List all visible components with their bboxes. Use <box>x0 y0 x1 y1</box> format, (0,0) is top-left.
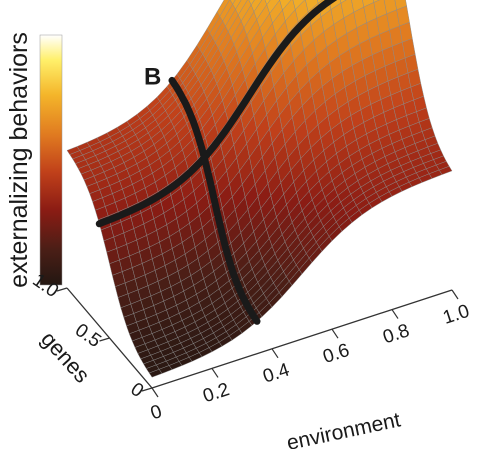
x-tick <box>271 348 279 359</box>
curve-B <box>168 76 261 325</box>
curve-label-B: B <box>144 63 161 90</box>
surface-cell <box>229 0 236 5</box>
surface-mesh <box>66 0 453 378</box>
x-tick-label: 0 <box>148 401 165 424</box>
x-axis-line <box>151 289 453 389</box>
y-tick <box>56 287 68 292</box>
x-tick <box>451 289 459 300</box>
surface-cell <box>438 166 453 175</box>
x-tick <box>211 368 219 378</box>
z-axis-label: externalizing behaviors <box>5 32 33 288</box>
x-tick-label: 0.4 <box>260 359 292 387</box>
surface-cell <box>264 0 271 6</box>
colorbar <box>39 34 63 286</box>
x-tick-label: 0.6 <box>320 340 352 368</box>
y-tick-label: 0.5 <box>71 320 105 352</box>
curve-A <box>95 0 338 228</box>
x-tick-label: 1.0 <box>440 301 472 329</box>
x-axis-label: environment <box>285 408 403 449</box>
curves-group <box>95 0 338 325</box>
x-tick-label: 0.2 <box>200 379 232 407</box>
surface-cell <box>248 0 255 6</box>
x-tick <box>391 309 399 319</box>
y-tick <box>99 337 110 342</box>
x-tick <box>331 328 339 339</box>
y-tick <box>141 387 153 392</box>
labels-group: AB <box>144 63 161 90</box>
surface-cell <box>232 0 242 10</box>
x-tick <box>151 387 159 398</box>
x-tick-label: 0.8 <box>380 320 412 348</box>
